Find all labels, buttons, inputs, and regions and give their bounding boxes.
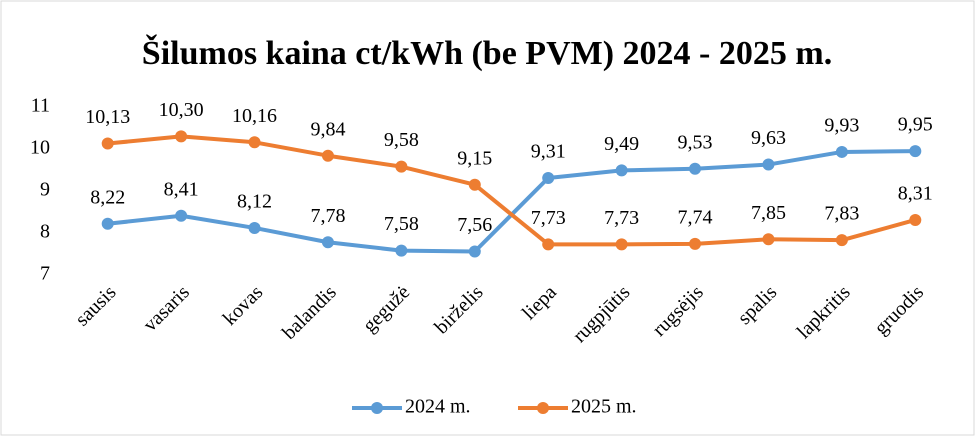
data-point [395, 244, 408, 257]
data-label: 9,63 [751, 127, 786, 149]
data-point [248, 221, 261, 234]
data-label: 9,15 [457, 147, 492, 169]
data-point [835, 145, 848, 158]
data-point [395, 160, 408, 173]
data-point [689, 237, 702, 250]
data-label: 8,22 [90, 186, 125, 208]
data-label: 10,30 [159, 99, 204, 121]
data-point [909, 213, 922, 226]
data-label: 9,95 [898, 114, 933, 136]
data-point [762, 158, 775, 171]
data-point [175, 130, 188, 143]
data-label: 9,84 [310, 118, 345, 140]
data-label: 7,73 [531, 207, 566, 229]
series-line [107, 134, 916, 247]
data-label: 7,78 [310, 205, 345, 227]
data-label: 8,41 [164, 178, 199, 200]
data-label: 9,93 [824, 115, 859, 137]
data-label: 7,83 [824, 203, 859, 225]
data-point [689, 162, 702, 175]
y-tick-label: 10 [30, 137, 50, 159]
data-point [909, 145, 922, 158]
data-point [101, 217, 114, 230]
data-label: 7,56 [457, 214, 492, 236]
data-label: 8,31 [898, 183, 933, 205]
data-point [248, 136, 261, 149]
data-label: 9,49 [604, 133, 639, 155]
chart-title: Šilumos kaina ct/kWh (be PVM) 2024 - 202… [142, 34, 832, 72]
data-point [321, 236, 334, 249]
legend-marker [537, 402, 549, 414]
data-point [175, 209, 188, 222]
data-point [762, 233, 775, 246]
data-point [615, 238, 628, 251]
data-label: 9,31 [531, 141, 566, 163]
y-tick-label: 8 [40, 221, 50, 243]
legend-label: 2025 m. [571, 396, 637, 418]
data-point [542, 171, 555, 184]
data-label: 7,58 [384, 213, 419, 235]
legend-label: 2024 m. [405, 396, 471, 418]
data-point [542, 238, 555, 251]
data-point [468, 245, 481, 258]
data-label: 7,73 [604, 207, 639, 229]
y-tick-label: 11 [31, 95, 50, 117]
data-point [615, 164, 628, 177]
legend-marker [371, 402, 383, 414]
data-label: 9,58 [384, 129, 419, 151]
data-label: 7,74 [678, 207, 713, 229]
data-point [835, 234, 848, 247]
data-label: 8,12 [237, 191, 272, 213]
data-label: 7,85 [751, 202, 786, 224]
data-point [101, 137, 114, 150]
data-label: 9,53 [678, 131, 713, 153]
data-point [468, 178, 481, 191]
data-point [321, 149, 334, 162]
y-tick-label: 9 [40, 179, 50, 201]
y-tick-label: 7 [40, 263, 50, 285]
data-label: 10,13 [85, 106, 130, 128]
data-label: 10,16 [232, 105, 277, 127]
